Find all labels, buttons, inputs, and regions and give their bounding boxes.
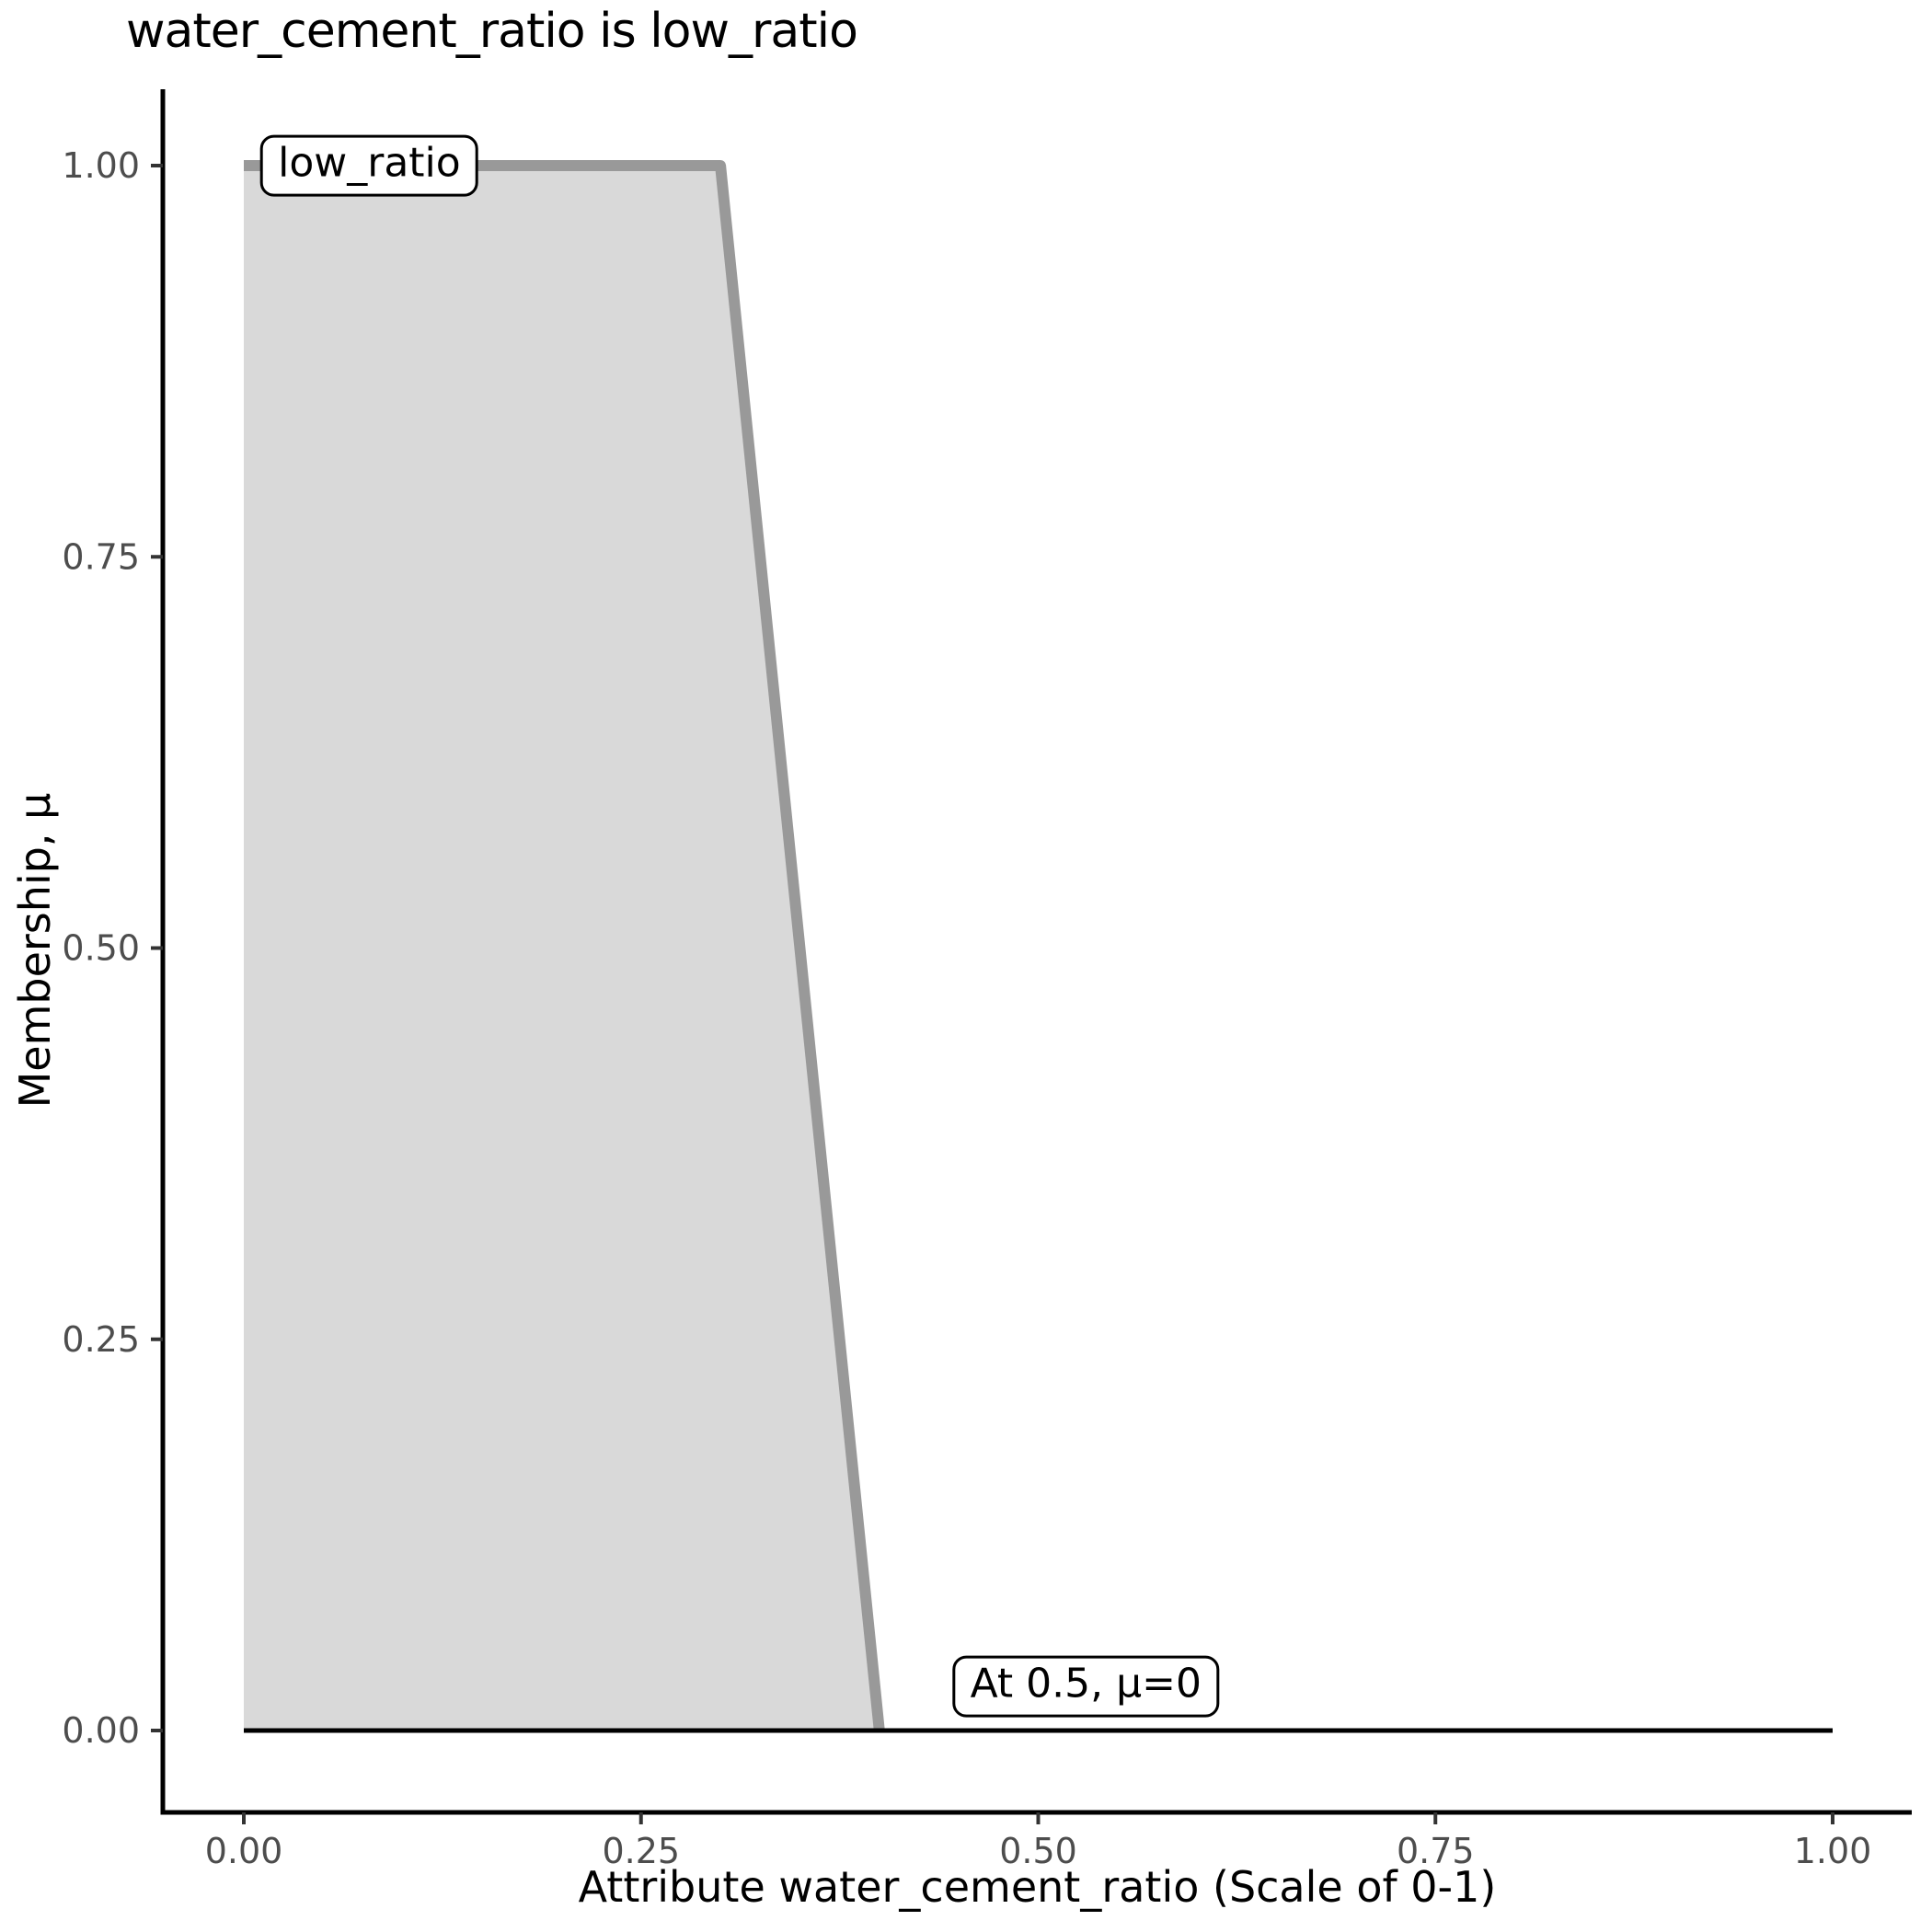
- set-name-label-text: low_ratio: [278, 139, 461, 187]
- x-tick-label: 1.00: [1794, 1831, 1872, 1871]
- x-axis-title: Attribute water_cement_ratio (Scale of 0…: [578, 1862, 1497, 1912]
- chart-title: water_cement_ratio is low_ratio: [126, 4, 858, 59]
- x-tick-label: 0.00: [205, 1831, 283, 1871]
- set-name-label: low_ratio: [260, 134, 478, 197]
- membership-area: [244, 166, 880, 1731]
- zero-membership-label-text: At 0.5, μ=0: [970, 1660, 1202, 1708]
- x-tick-label: 0.25: [602, 1831, 680, 1871]
- y-tick-label: 0.75: [62, 536, 140, 577]
- y-axis-title: Membership, μ: [10, 792, 60, 1109]
- x-tick-label: 0.50: [999, 1831, 1077, 1871]
- y-tick-label: 0.25: [62, 1319, 140, 1360]
- y-tick-label: 0.00: [62, 1710, 140, 1751]
- y-tick-label: 0.50: [62, 928, 140, 969]
- y-tick-label: 1.00: [62, 145, 140, 186]
- zero-membership-label: At 0.5, μ=0: [952, 1655, 1219, 1718]
- x-tick-label: 0.75: [1397, 1831, 1475, 1871]
